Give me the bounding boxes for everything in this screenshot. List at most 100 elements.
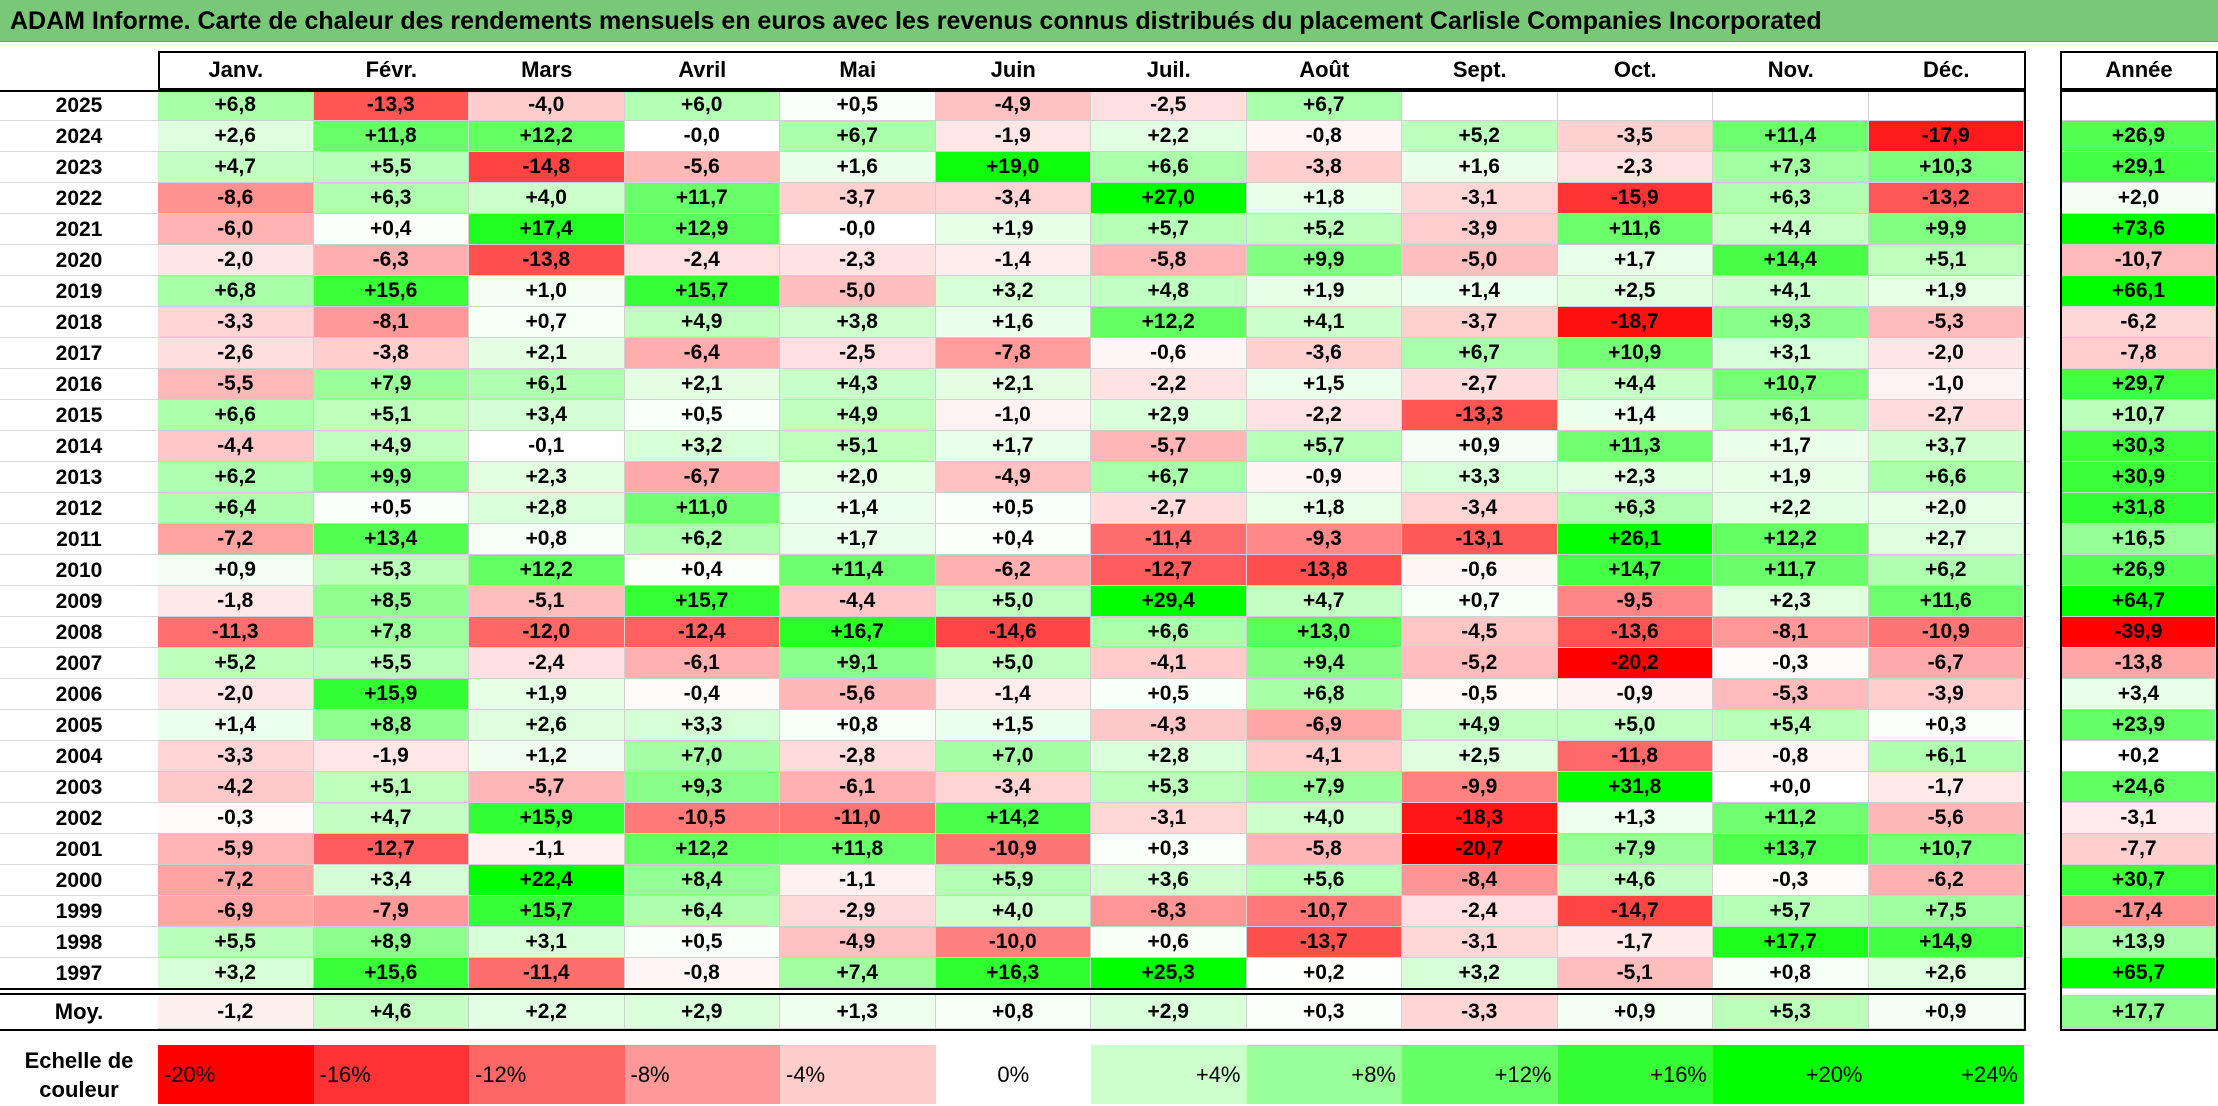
heatmap-cell: +7,9	[313, 369, 469, 400]
heatmap-cell: +4,7	[313, 803, 469, 834]
heatmap-cell: -3,4	[935, 772, 1091, 803]
heatmap-cell: +1,0	[469, 276, 625, 307]
heatmap-cell: -8,1	[313, 307, 469, 338]
heatmap-cell: -4,5	[1402, 617, 1558, 648]
heatmap-cell: +3,3	[624, 710, 780, 741]
annual-cell: -39,9	[2062, 617, 2216, 648]
heatmap-cell: -5,6	[780, 679, 936, 710]
heatmap-cell: -3,5	[1557, 121, 1713, 152]
heatmap-cell: +26,1	[1557, 524, 1713, 555]
heatmap-cell: -3,4	[1402, 493, 1558, 524]
annual-cell: +30,3	[2062, 431, 2216, 462]
heatmap-cell: +31,8	[1557, 772, 1713, 803]
heatmap-cell: +2,5	[1402, 741, 1558, 772]
heatmap-cell: -2,2	[1091, 369, 1247, 400]
heatmap-cell: -4,9	[935, 90, 1091, 121]
year-row-label: 2011	[56, 528, 102, 551]
annual-cell: -17,4	[2062, 896, 2216, 927]
month-header: Janv.	[158, 52, 314, 88]
heatmap-cell: +3,2	[935, 276, 1091, 307]
heatmap-cell: +1,6	[935, 307, 1091, 338]
year-row-label: 2002	[55, 807, 103, 830]
heatmap-cell: +8,4	[624, 865, 780, 896]
heatmap-cell: +2,8	[469, 493, 625, 524]
heatmap-cell: +5,9	[935, 865, 1091, 896]
heatmap-cell: -1,0	[1868, 369, 2024, 400]
heatmap-cell: +7,0	[935, 741, 1091, 772]
heatmap-cell: +5,5	[313, 152, 469, 183]
heatmap-cell: +2,1	[469, 338, 625, 369]
heatmap-cell: +1,3	[1557, 803, 1713, 834]
heatmap-cell: -0,4	[624, 679, 780, 710]
heatmap-cell: +5,0	[935, 648, 1091, 679]
heatmap-cell: -0,9	[1246, 462, 1402, 493]
heatmap-cell: +7,0	[624, 741, 780, 772]
year-row-label: 2007	[55, 652, 103, 675]
heatmap-cell: +5,3	[313, 555, 469, 586]
heatmap-cell: +9,1	[780, 648, 936, 679]
heatmap-cell: -10,7	[1246, 896, 1402, 927]
heatmap-cell: +5,4	[1713, 710, 1869, 741]
heatmap-cell: +4,9	[313, 431, 469, 462]
heatmap-cell: +6,4	[624, 896, 780, 927]
heatmap-cell: -5,1	[469, 586, 625, 617]
heatmap-cell: +2,6	[158, 121, 314, 152]
color-scale-swatch: +20%	[1713, 1045, 1869, 1104]
heatmap-cell: -13,8	[469, 245, 625, 276]
annual-cell: +17,7	[2062, 995, 2216, 1029]
heatmap-cell: -4,1	[1246, 741, 1402, 772]
heatmap-cell: -5,7	[469, 772, 625, 803]
heatmap-cell: -2,4	[1402, 896, 1558, 927]
heatmap-cell: +4,1	[1246, 307, 1402, 338]
heatmap-cell: +11,6	[1557, 214, 1713, 245]
heatmap-cell: +2,7	[1868, 524, 2024, 555]
heatmap-cell: +1,2	[469, 741, 625, 772]
annual-cell: +29,7	[2062, 369, 2216, 400]
heatmap-cell: +1,7	[1557, 245, 1713, 276]
heatmap-cell: +12,2	[469, 121, 625, 152]
heatmap-cell: -2,7	[1091, 493, 1247, 524]
annual-cell	[2062, 90, 2216, 121]
heatmap-cell: -3,7	[1402, 307, 1558, 338]
annual-cell: -7,7	[2062, 834, 2216, 865]
color-scale-swatch: -4%	[780, 1045, 936, 1104]
heatmap-cell: +2,9	[1091, 400, 1247, 431]
heatmap-cell: +4,9	[780, 400, 936, 431]
heatmap-cell: +15,6	[313, 276, 469, 307]
heatmap-cell: -1,4	[935, 245, 1091, 276]
heatmap-cell: -4,4	[158, 431, 314, 462]
heatmap-cell: -2,5	[780, 338, 936, 369]
year-row-label: 2010	[55, 559, 103, 582]
annual-cell: +66,1	[2062, 276, 2216, 307]
heatmap-cell: +0,5	[935, 493, 1091, 524]
heatmap-cell: +17,4	[469, 214, 625, 245]
heatmap-cell: -6,2	[935, 555, 1091, 586]
year-row-label: 2005	[55, 714, 103, 737]
heatmap-cell: +4,0	[469, 183, 625, 214]
heatmap-cell: +2,9	[624, 995, 780, 1029]
year-row-label: 2004	[55, 745, 103, 768]
heatmap-cell: -4,4	[780, 586, 936, 617]
heatmap-cell: +0,8	[469, 524, 625, 555]
heatmap-cell: -3,9	[1402, 214, 1558, 245]
heatmap-cell: +27,0	[1091, 183, 1247, 214]
color-scale-swatch: 0%	[935, 1045, 1091, 1104]
heatmap-cell: +7,9	[1557, 834, 1713, 865]
heatmap-cell: +9,9	[313, 462, 469, 493]
heatmap-cell: +1,5	[935, 710, 1091, 741]
heatmap-cell: +0,4	[624, 555, 780, 586]
heatmap-cell: -5,9	[158, 834, 314, 865]
heatmap-cell: -3,3	[1402, 995, 1558, 1029]
heatmap-cell: +14,9	[1868, 927, 2024, 958]
heatmap-cell: +1,6	[780, 152, 936, 183]
heatmap-cell: +14,2	[935, 803, 1091, 834]
heatmap-cell: -1,8	[158, 586, 314, 617]
heatmap-cell: -0,0	[780, 214, 936, 245]
heatmap-cell: -3,1	[1402, 927, 1558, 958]
annual-cell: +31,8	[2062, 493, 2216, 524]
heatmap-cell: -6,9	[1246, 710, 1402, 741]
heatmap-cell: +0,3	[1868, 710, 2024, 741]
heatmap-cell: -5,5	[158, 369, 314, 400]
annual-cell: +65,7	[2062, 958, 2216, 989]
heatmap-cell: +3,4	[469, 400, 625, 431]
